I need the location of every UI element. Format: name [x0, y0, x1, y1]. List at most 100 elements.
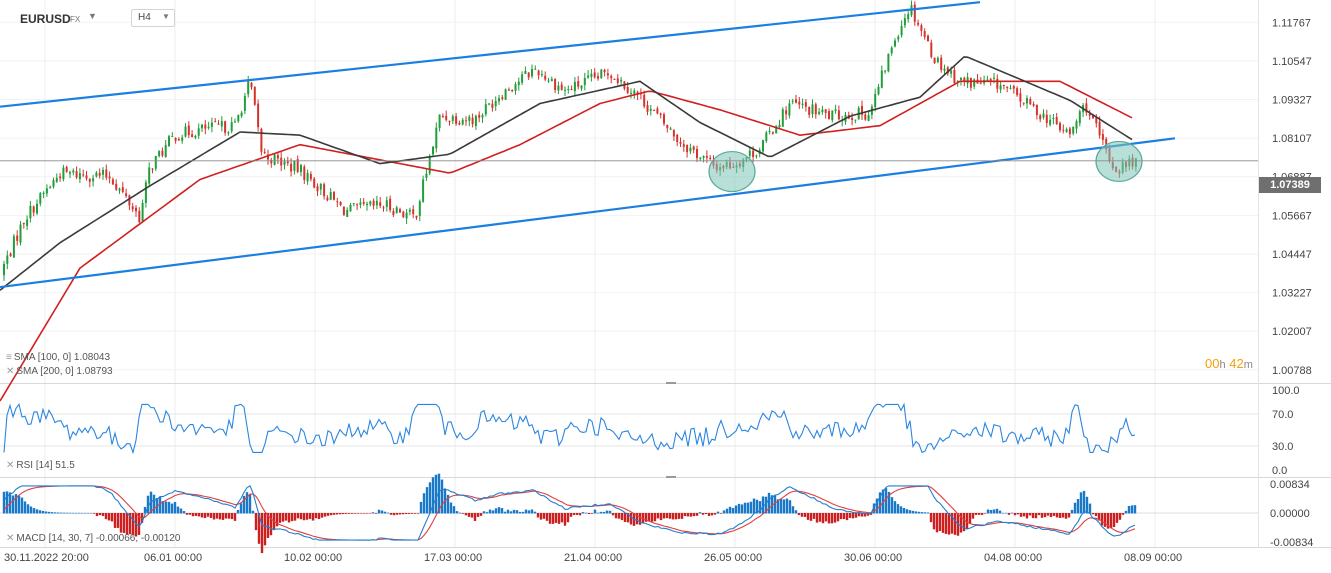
- macd-histogram-bar: [1094, 513, 1098, 517]
- candle-body: [187, 125, 190, 136]
- candle-body: [260, 128, 263, 152]
- candle-body: [781, 109, 784, 127]
- macd-histogram-bar: [860, 513, 864, 517]
- macd-histogram-bar: [629, 513, 633, 525]
- macd-histogram-bar: [17, 495, 21, 514]
- candle-body: [108, 176, 111, 179]
- macd-histogram-bar: [248, 494, 252, 514]
- symbol-dropdown-icon[interactable]: ▼: [88, 11, 97, 21]
- candle-body: [247, 81, 250, 95]
- symbol-name[interactable]: EURUSD: [20, 12, 71, 26]
- macd-histogram-bar: [653, 513, 657, 522]
- candle-body: [451, 116, 454, 121]
- macd-histogram-bar: [275, 513, 279, 527]
- candle-body: [1075, 121, 1078, 129]
- chart-axes: 1.117671.105471.093271.081071.068871.056…: [4, 17, 1312, 564]
- macd-histogram-bar: [74, 512, 78, 514]
- candle-body: [3, 264, 5, 276]
- candle-body: [303, 166, 306, 181]
- candle-body: [369, 201, 372, 205]
- macd-histogram-bar: [227, 513, 231, 519]
- candle-body: [537, 70, 540, 76]
- candle-body: [903, 18, 906, 26]
- macd-histogram-bar: [29, 506, 33, 514]
- candle-body: [884, 70, 887, 72]
- candle-body: [702, 156, 705, 158]
- macd-histogram-bar: [269, 513, 273, 536]
- macd-histogram-bar: [53, 512, 57, 514]
- candle-body: [1039, 115, 1042, 120]
- candle-body: [659, 113, 662, 115]
- macd-histogram-bar: [821, 513, 825, 524]
- macd-histogram-bar: [689, 513, 693, 517]
- countdown-minutes: 42: [1229, 356, 1244, 371]
- macd-histogram-bar: [734, 505, 738, 514]
- macd-histogram-bar: [1076, 498, 1080, 514]
- macd-histogram-bar: [593, 509, 597, 514]
- macd-histogram-bar: [431, 477, 435, 514]
- candle-body: [237, 114, 240, 122]
- macd-histogram-bar: [1127, 505, 1131, 514]
- candle-body: [448, 120, 451, 122]
- candle-body: [534, 68, 537, 70]
- candle-body: [488, 103, 491, 105]
- candle-body: [831, 110, 834, 121]
- macd-histogram-bar: [41, 510, 45, 514]
- macd-histogram-bar: [35, 509, 39, 514]
- candle-body: [587, 75, 590, 78]
- macd-legend[interactable]: ✕ MACD [14, 30, 7] -0.00066, -0.00120: [6, 533, 180, 544]
- macd-histogram-bar: [194, 513, 198, 516]
- candle-body: [468, 116, 471, 121]
- macd-histogram-bar: [554, 513, 558, 523]
- close-icon[interactable]: ✕: [6, 460, 15, 471]
- candle-body: [55, 177, 58, 182]
- sma100-legend[interactable]: ≡ SMA [100, 0] 1.08043: [6, 352, 110, 363]
- sma200-legend[interactable]: ✕ SMA [200, 0] 1.08793: [6, 366, 113, 377]
- macd-histogram-bar: [995, 508, 999, 514]
- candle-body: [643, 94, 646, 107]
- macd-histogram-bar: [998, 510, 1002, 514]
- macd-tick-label: -0.00834: [1270, 537, 1313, 549]
- candle-body: [118, 188, 121, 191]
- candle-body: [943, 68, 946, 71]
- macd-histogram-bar: [128, 513, 132, 535]
- candle-body: [917, 22, 920, 25]
- time-tick-label: 06.01 00:00: [144, 552, 202, 564]
- candle-body: [296, 159, 299, 173]
- macd-label: MACD [14, 30, 7] -0.00066, -0.00120: [16, 533, 181, 544]
- rsi-legend[interactable]: ✕ RSI [14] 51.5: [6, 460, 75, 471]
- macd-histogram-bar: [518, 511, 522, 514]
- macd-histogram-bar: [1103, 513, 1107, 527]
- macd-histogram-bar: [296, 513, 300, 519]
- macd-histogram-bar: [923, 512, 927, 514]
- macd-histogram-bar: [620, 513, 624, 521]
- macd-histogram-bar: [773, 495, 777, 514]
- close-icon[interactable]: ✕: [6, 366, 15, 377]
- candle-body: [686, 145, 689, 153]
- candle-body: [154, 155, 157, 169]
- macd-histogram-bar: [740, 504, 744, 514]
- macd-histogram-bar: [839, 513, 843, 520]
- candle-body: [82, 174, 85, 176]
- macd-histogram-bar: [761, 496, 765, 514]
- candle-body: [692, 146, 695, 150]
- macd-histogram-bar: [503, 511, 507, 514]
- macd-histogram-bar: [809, 513, 813, 521]
- candle-body: [1068, 128, 1071, 135]
- candle-body: [346, 209, 349, 217]
- macd-histogram-bar: [794, 510, 798, 514]
- countdown-m: m: [1243, 359, 1253, 371]
- candle-body: [630, 92, 632, 94]
- macd-histogram-bar: [866, 513, 870, 516]
- macd-histogram-bar: [254, 513, 258, 531]
- candle-body: [1009, 87, 1012, 89]
- close-icon[interactable]: ✕: [6, 533, 15, 544]
- indicator-lines: [0, 1, 1258, 402]
- timeframe-select[interactable]: H4 ▼: [131, 9, 175, 27]
- candle-body: [511, 90, 514, 92]
- macd-histogram-bar: [575, 513, 579, 515]
- settings-icon[interactable]: ≡: [6, 352, 12, 363]
- candle-body: [613, 78, 616, 80]
- macd-histogram-bar: [845, 513, 849, 521]
